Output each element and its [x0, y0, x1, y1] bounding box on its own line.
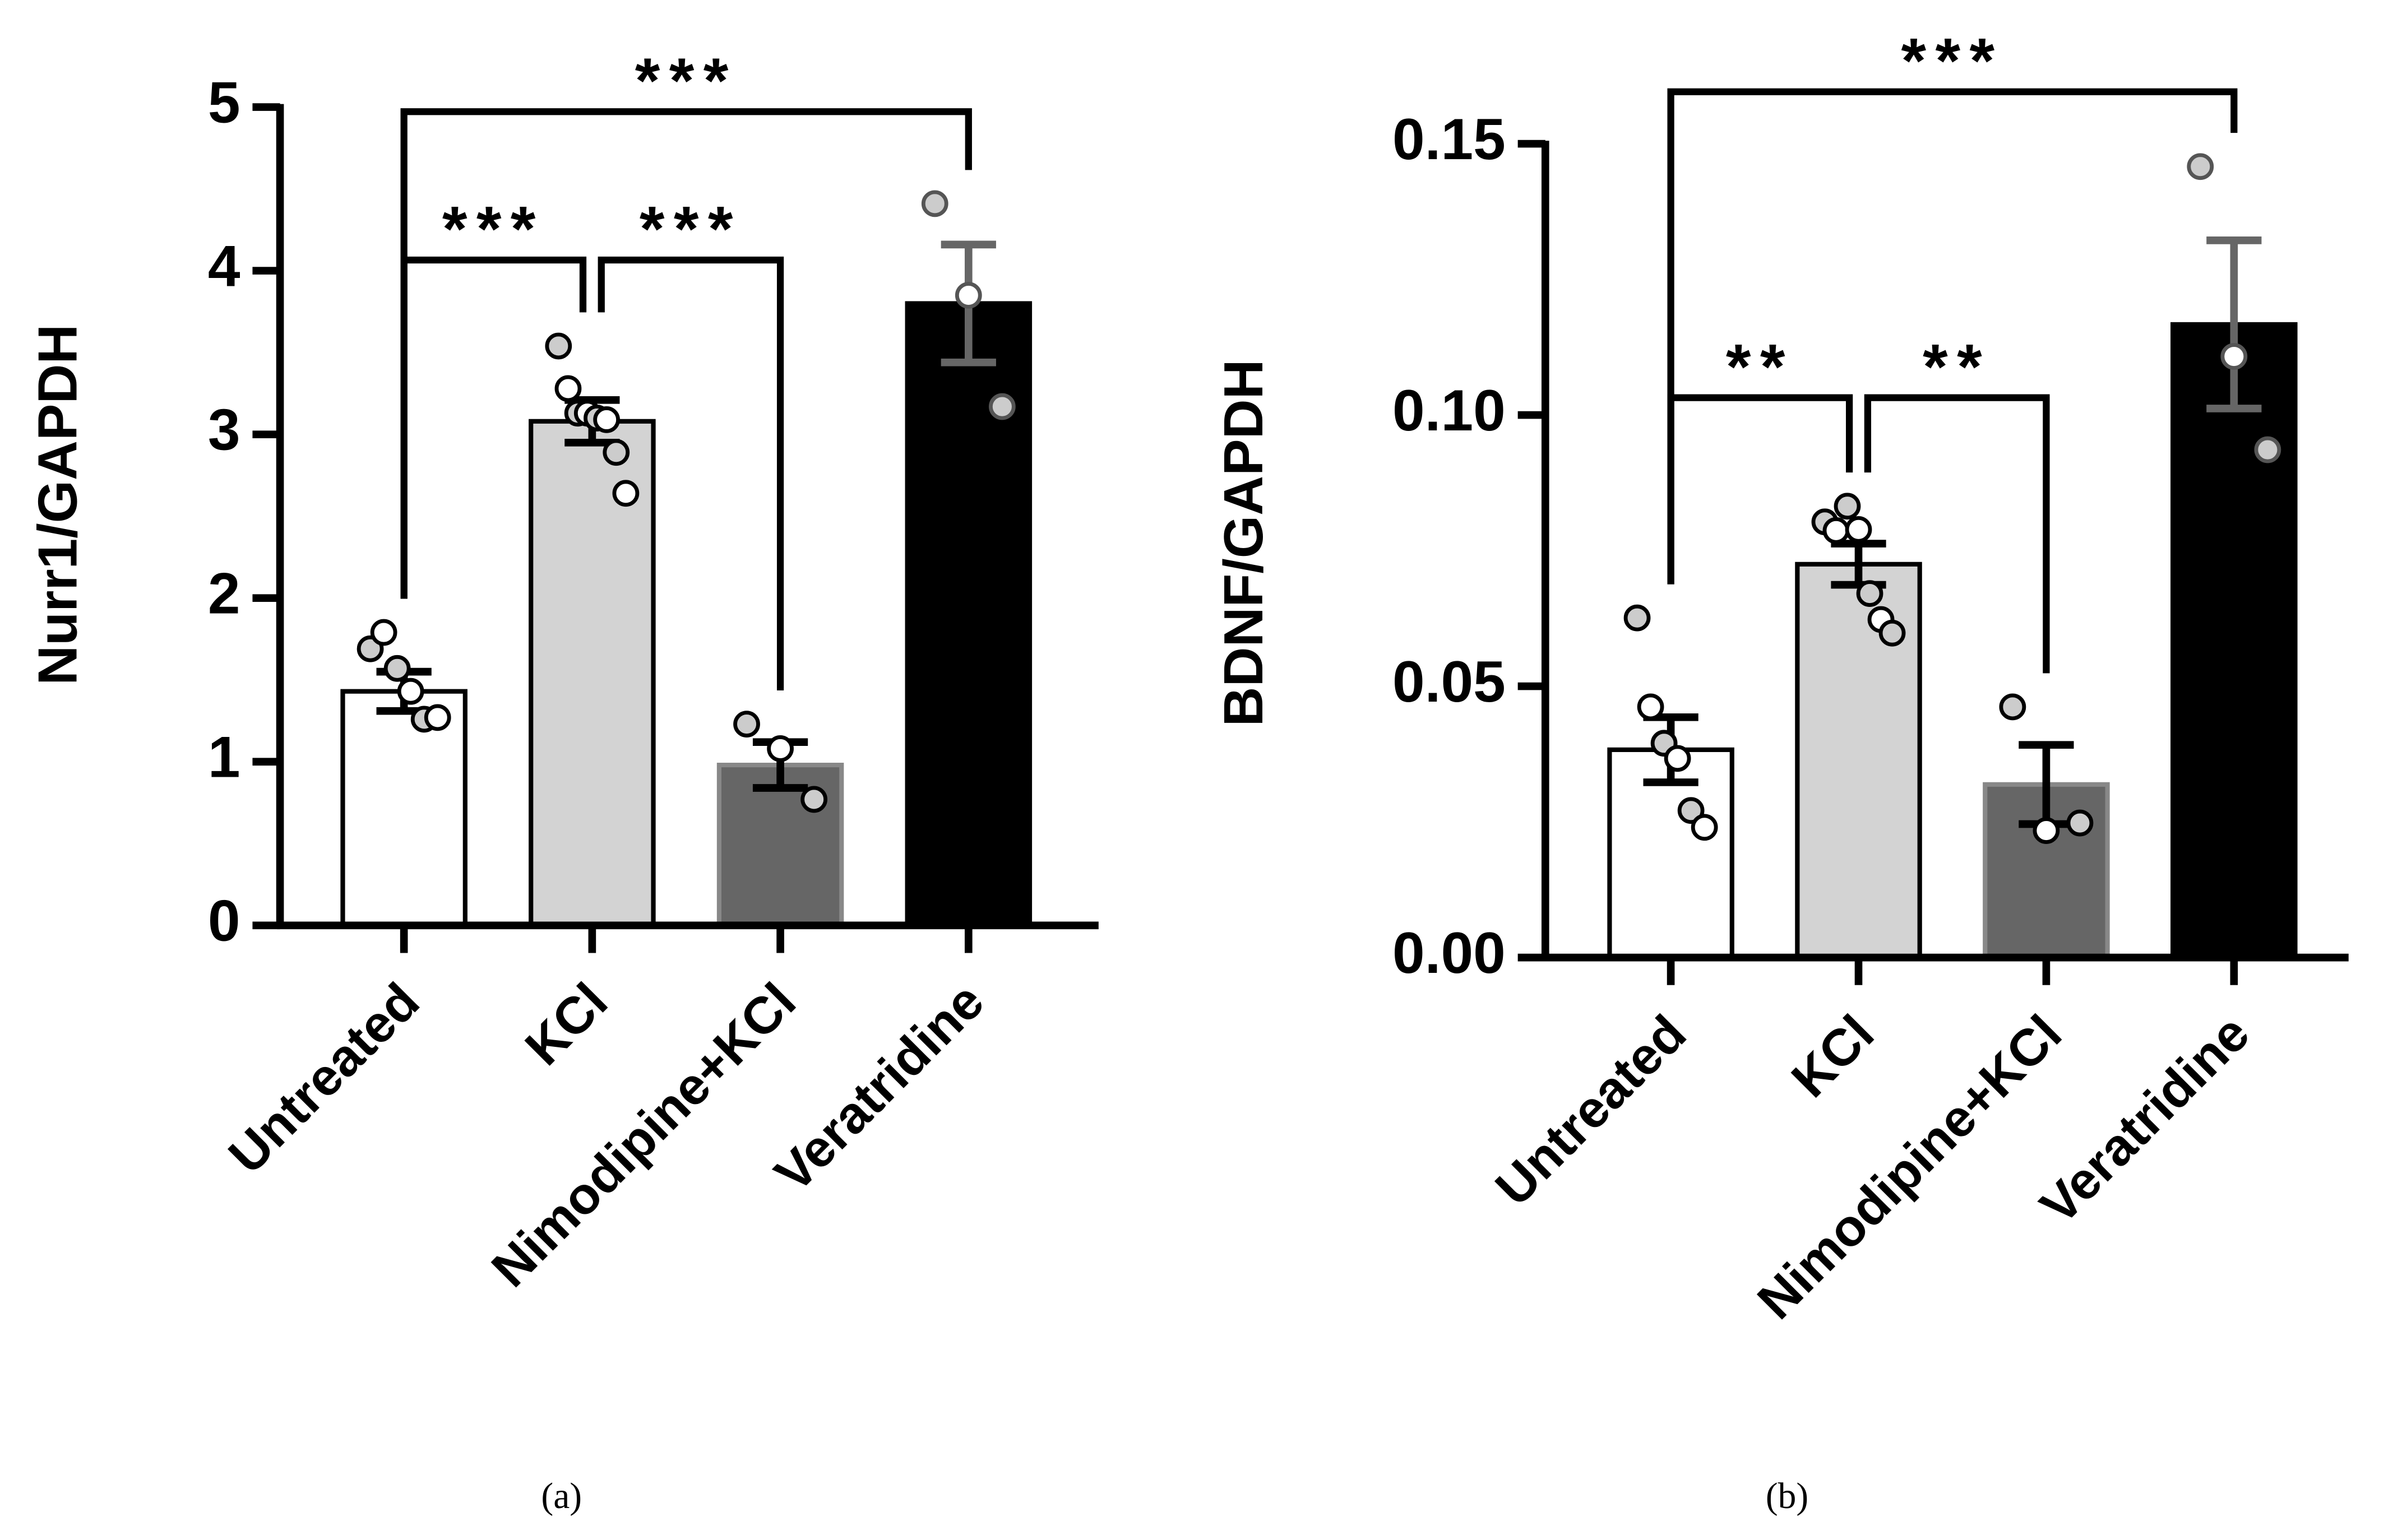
data-point [1845, 516, 1872, 543]
y-tick-label: 0.15 [1392, 106, 1506, 171]
data-point [545, 332, 572, 360]
caption: (a) [541, 1476, 582, 1516]
y-tick-label: 2 [208, 561, 240, 626]
bar [1795, 562, 1922, 960]
data-point [593, 406, 620, 433]
significance-label: *** [442, 193, 545, 265]
data-point [1637, 693, 1664, 721]
x-tick-label: Untreated [217, 972, 431, 1185]
significance-label: *** [1901, 25, 2004, 96]
data-point [424, 704, 451, 731]
x-tick-label: KCl [514, 972, 619, 1077]
data-point [397, 678, 424, 705]
data-point [2220, 343, 2248, 370]
significance-label: ** [1923, 331, 1991, 402]
data-point [612, 480, 640, 507]
y-tick-label: 3 [208, 397, 240, 462]
y-tick-label: 0.00 [1392, 920, 1506, 985]
significance-bracket [1667, 88, 2238, 585]
y-tick-label: 5 [208, 69, 240, 134]
data-point [1664, 745, 1691, 772]
y-tick-label: 0.10 [1392, 378, 1506, 443]
data-point [921, 190, 948, 217]
data-point [1878, 619, 1906, 647]
data-point [733, 711, 760, 737]
significance-label: *** [640, 193, 742, 265]
data-point [2033, 817, 2060, 844]
data-point [1856, 580, 1883, 607]
significance-bracket [1667, 394, 1853, 585]
x-tick-label: Untreated [1484, 1004, 1697, 1217]
y-tick-label: 0.05 [1392, 649, 1506, 714]
bar [2170, 322, 2298, 960]
significance-label: *** [635, 45, 738, 117]
significance-bracket [598, 256, 784, 691]
data-point [370, 619, 397, 646]
y-axis-label: BDNF/GAPDH [1212, 359, 1274, 726]
data-point [2254, 436, 2281, 463]
data-point [2066, 809, 2094, 837]
data-point [1677, 797, 1705, 824]
significance-bracket [400, 108, 972, 599]
data-point [800, 786, 828, 813]
bar [905, 301, 1033, 928]
data-point [1623, 604, 1651, 632]
x-tick-label: KCl [1780, 1004, 1885, 1108]
data-point [988, 393, 1016, 420]
significance-bracket [1864, 394, 2050, 674]
data-point [1834, 493, 1861, 520]
data-point [1999, 693, 2026, 721]
significance-label: ** [1726, 331, 1794, 402]
data-point [955, 282, 982, 309]
caption: (b) [1766, 1476, 1808, 1516]
data-point [1691, 814, 1718, 841]
y-tick-label: 4 [208, 234, 240, 299]
y-axis-label: Nurr1/GAPDH [27, 324, 89, 685]
y-tick-label: 1 [208, 725, 240, 790]
data-point [767, 735, 794, 762]
data-point [603, 439, 630, 466]
data-point [2187, 153, 2214, 180]
data-point [383, 655, 411, 682]
y-tick-label: 0 [208, 888, 240, 953]
data-point [554, 375, 582, 402]
data-point [1822, 517, 1850, 544]
